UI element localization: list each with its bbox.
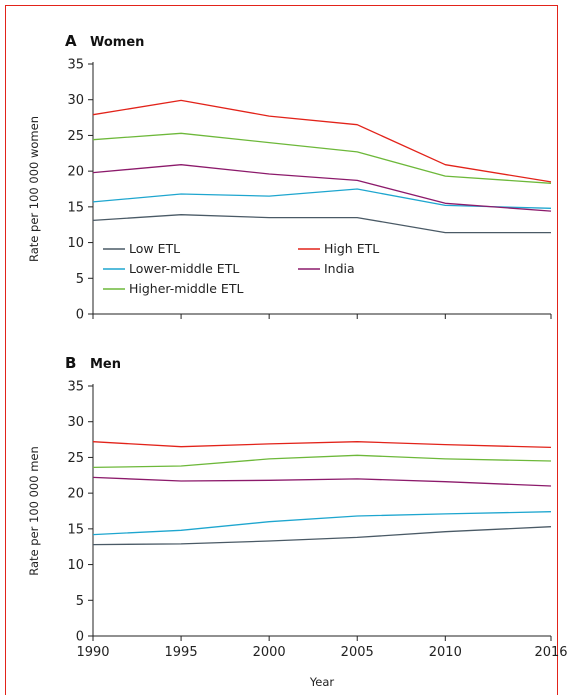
legend-label-low-etl: Low ETL [129, 241, 180, 256]
panel-b-x-tick-label: 2005 [341, 645, 374, 660]
x-axis-label: Year [309, 675, 335, 689]
panel-b-x-tick-label: 2000 [253, 645, 286, 660]
panel-b-x-tick-label: 2010 [429, 645, 462, 660]
panel-a-y-tick-label: 25 [67, 129, 84, 144]
panel-a-line-lower-middle-etl [92, 188, 552, 209]
panel-b-y-tick-label: 35 [67, 380, 84, 395]
panel-a-line-india [92, 164, 552, 212]
panel-women: A Women Rate per 100 000 women 0 5 10 15 20 2… [27, 32, 552, 323]
panel-a-y-tick-label: 10 [67, 236, 84, 251]
panel-b-y-axis-label: Rate per 100 000 men [27, 446, 41, 576]
panel-b-y-tick-label: 30 [67, 415, 84, 430]
panel-b-line-low-etl [92, 526, 552, 546]
figure-frame [5, 5, 558, 695]
panel-b-line-high-etl [92, 441, 552, 449]
panel-a-y-tick-label: 20 [67, 165, 84, 180]
legend-label-high-etl: High ETL [324, 241, 379, 256]
panel-b-y-tick-label: 25 [67, 451, 84, 466]
panel-b-line-india [92, 476, 552, 487]
panel-b-title: Men [90, 357, 121, 372]
panel-b-line-lower-middle-etl [92, 511, 552, 536]
panel-b-y-tick-label: 0 [76, 630, 84, 645]
panel-a-y-axis-label: Rate per 100 000 women [27, 116, 41, 262]
panel-a-letter: A [65, 32, 77, 50]
panel-b-x-tick-label: 2016 [534, 645, 567, 660]
panel-a-y-tick-label: 5 [76, 272, 84, 287]
panel-b-letter: B [65, 354, 76, 372]
panel-b-x-tick-label: 1995 [165, 645, 198, 660]
panel-a-line-high-etl [92, 99, 552, 183]
panel-a-y-tick-label: 15 [67, 200, 84, 215]
panel-a-title: Women [90, 35, 144, 50]
legend-label-india: India [324, 261, 355, 276]
panel-a-line-low-etl [92, 214, 551, 234]
panel-b-y-tick-label: 15 [67, 522, 84, 537]
panel-b-y-tick-label: 10 [67, 558, 84, 573]
panel-b-y-tick-label: 5 [76, 594, 84, 609]
panel-b-line-higher-middle-etl [92, 454, 552, 469]
panel-men: B Men Rate per 100 000 men Year 0 5 10 15 20… [27, 354, 567, 689]
panel-b-x-tick-label: 1990 [76, 645, 109, 660]
panel-a-line-higher-middle-etl [92, 132, 552, 184]
legend-label-higher-middle-etl: Higher-middle ETL [129, 281, 243, 296]
panel-b-y-tick-label: 20 [67, 487, 84, 502]
legend-label-lower-middle-etl: Lower-middle ETL [129, 261, 239, 276]
panel-a-y-tick-label: 0 [76, 308, 84, 323]
panel-a-y-tick-label: 35 [67, 58, 84, 73]
panel-a-y-tick-label: 30 [67, 93, 84, 108]
